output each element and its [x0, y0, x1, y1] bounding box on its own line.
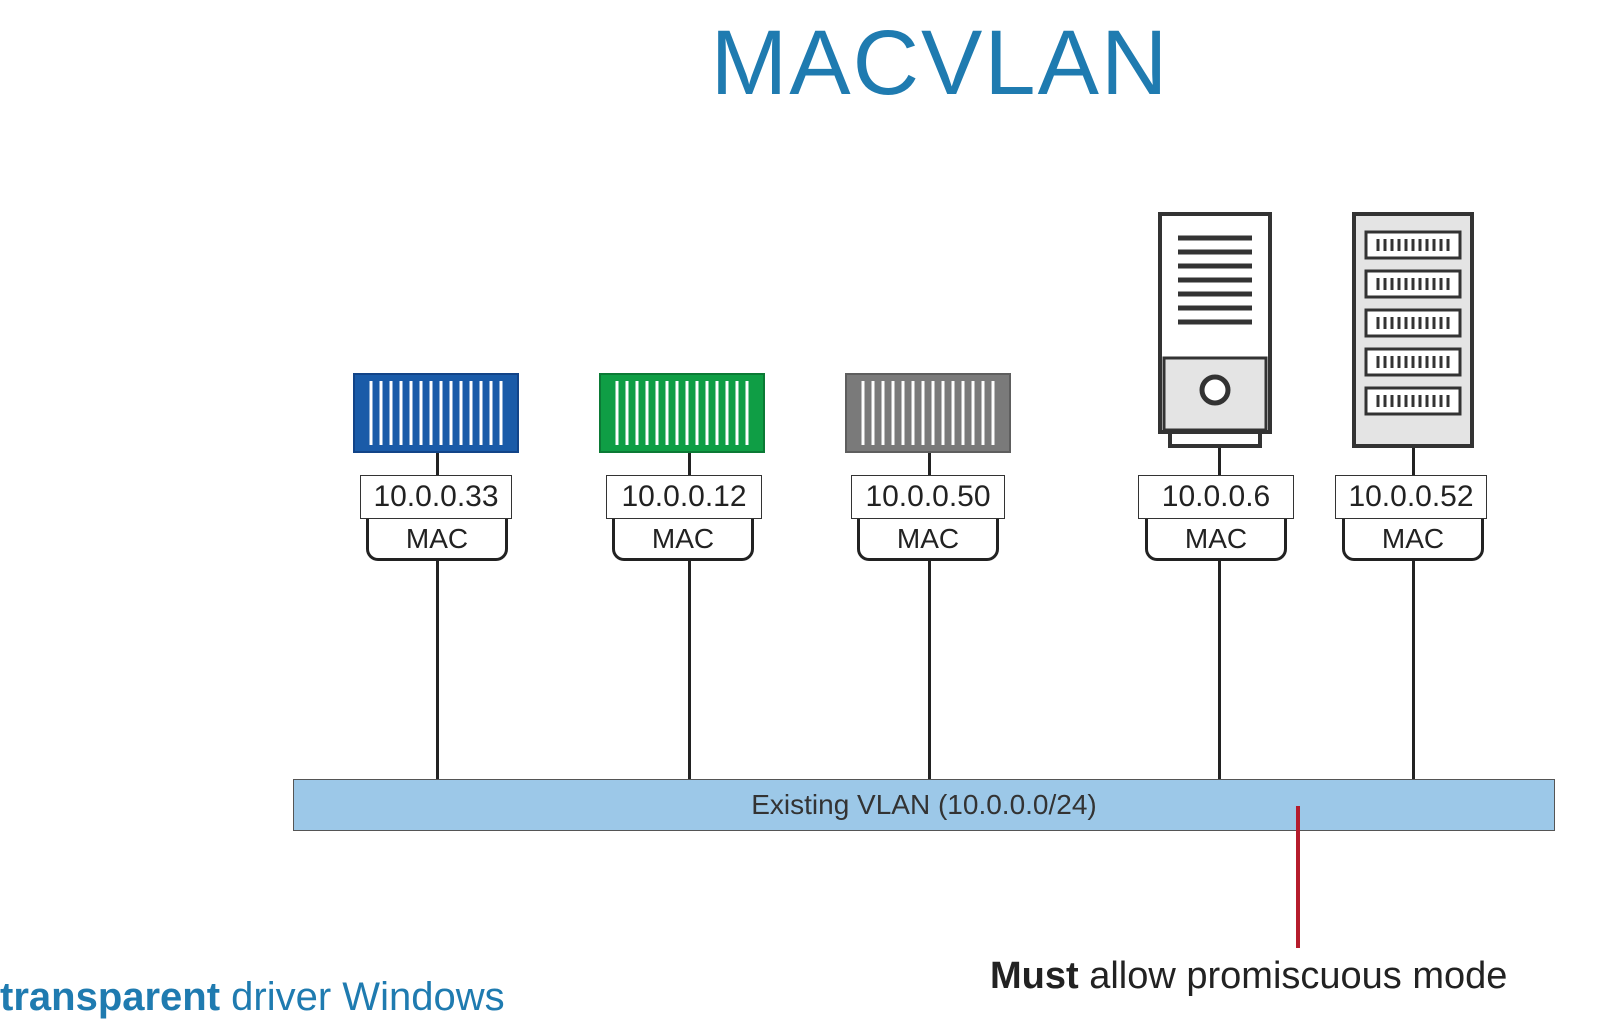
- mac-label: MAC: [1342, 519, 1484, 561]
- ip-label: 10.0.0.6: [1138, 475, 1294, 519]
- link-line: [928, 561, 931, 779]
- container-gray-icon: [845, 373, 1011, 453]
- callout-bold: Must: [990, 955, 1079, 997]
- link-line: [688, 453, 691, 475]
- ip-label: 10.0.0.12: [606, 475, 762, 519]
- vlan-label: Existing VLAN: [751, 789, 931, 820]
- vlan-subnet: (10.0.0.0/24): [937, 789, 1097, 820]
- ip-label: 10.0.0.52: [1335, 475, 1487, 519]
- ip-label: 10.0.0.50: [851, 475, 1005, 519]
- link-line: [436, 453, 439, 475]
- mac-label: MAC: [366, 519, 508, 561]
- callout-text: Must allow promiscuous mode: [990, 955, 1507, 998]
- mac-label: MAC: [1145, 519, 1287, 561]
- link-line: [436, 561, 439, 779]
- callout-line: [1296, 806, 1300, 948]
- link-line: [928, 453, 931, 475]
- mac-label: MAC: [612, 519, 754, 561]
- vlan-bar: Existing VLAN (10.0.0.0/24): [293, 779, 1555, 831]
- ip-label: 10.0.0.33: [360, 475, 512, 519]
- rack-server-icon: [1352, 212, 1474, 448]
- link-line: [1218, 448, 1221, 475]
- container-blue-icon: [353, 373, 519, 453]
- link-line: [1412, 448, 1415, 475]
- footer-rest: driver Windows: [220, 975, 505, 1019]
- page-title: MACVLAN: [710, 12, 1170, 114]
- tower-server-icon: [1158, 212, 1274, 448]
- callout-rest: allow promiscuous mode: [1078, 955, 1508, 997]
- footer-highlight: transparent: [0, 975, 221, 1019]
- container-green-icon: [599, 373, 765, 453]
- link-line: [1218, 561, 1221, 779]
- link-line: [1412, 561, 1415, 779]
- link-line: [688, 561, 691, 779]
- mac-label: MAC: [857, 519, 999, 561]
